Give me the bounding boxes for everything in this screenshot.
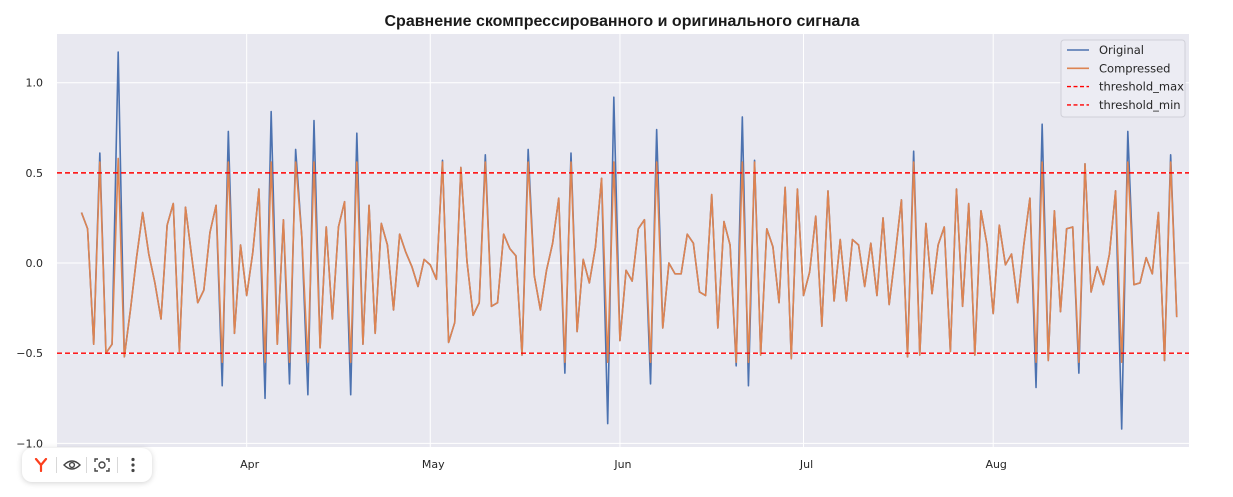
y-axis: 1.0 0.5 0.0 −0.5 −1.0 bbox=[16, 77, 43, 451]
yandex-logo-icon[interactable] bbox=[29, 453, 53, 477]
y-tick-label: 0.5 bbox=[26, 167, 44, 180]
legend-label: Compressed bbox=[1099, 61, 1170, 75]
x-axis: Apr May Jun Jul Aug bbox=[240, 458, 1007, 471]
y-tick-label: 0.0 bbox=[26, 257, 44, 270]
y-tick-label: 1.0 bbox=[26, 77, 44, 90]
toolbar-separator bbox=[56, 457, 58, 473]
toolbar-separator bbox=[86, 457, 88, 473]
legend: Original Compressed threshold_max threshold… bbox=[1060, 39, 1186, 118]
floating-toolbar bbox=[22, 448, 152, 482]
series-line-compressed bbox=[80, 157, 1178, 364]
chart-title: Сравнение скомпрессированного и оригинал… bbox=[384, 13, 859, 30]
legend-label: threshold_max bbox=[1099, 80, 1184, 94]
legend-label: Original bbox=[1099, 43, 1144, 57]
legend-box bbox=[1060, 39, 1186, 118]
screenshot-camera-icon[interactable] bbox=[90, 453, 114, 477]
x-tick-label: Aug bbox=[985, 458, 1006, 471]
y-tick-label: −1.0 bbox=[16, 437, 43, 450]
x-tick-label: May bbox=[422, 458, 445, 471]
threshold-lines bbox=[57, 172, 1189, 354]
series-lines bbox=[80, 51, 1178, 430]
x-tick-label: Apr bbox=[240, 458, 260, 471]
eye-icon[interactable] bbox=[60, 453, 84, 477]
plot-area bbox=[57, 34, 1189, 447]
x-tick-label: Jul bbox=[799, 458, 813, 471]
more-vertical-icon[interactable] bbox=[121, 453, 145, 477]
toolbar-separator bbox=[116, 457, 118, 473]
x-tick-label: Jun bbox=[613, 458, 631, 471]
legend-label: threshold_min bbox=[1099, 98, 1181, 112]
y-tick-label: −0.5 bbox=[16, 347, 43, 360]
